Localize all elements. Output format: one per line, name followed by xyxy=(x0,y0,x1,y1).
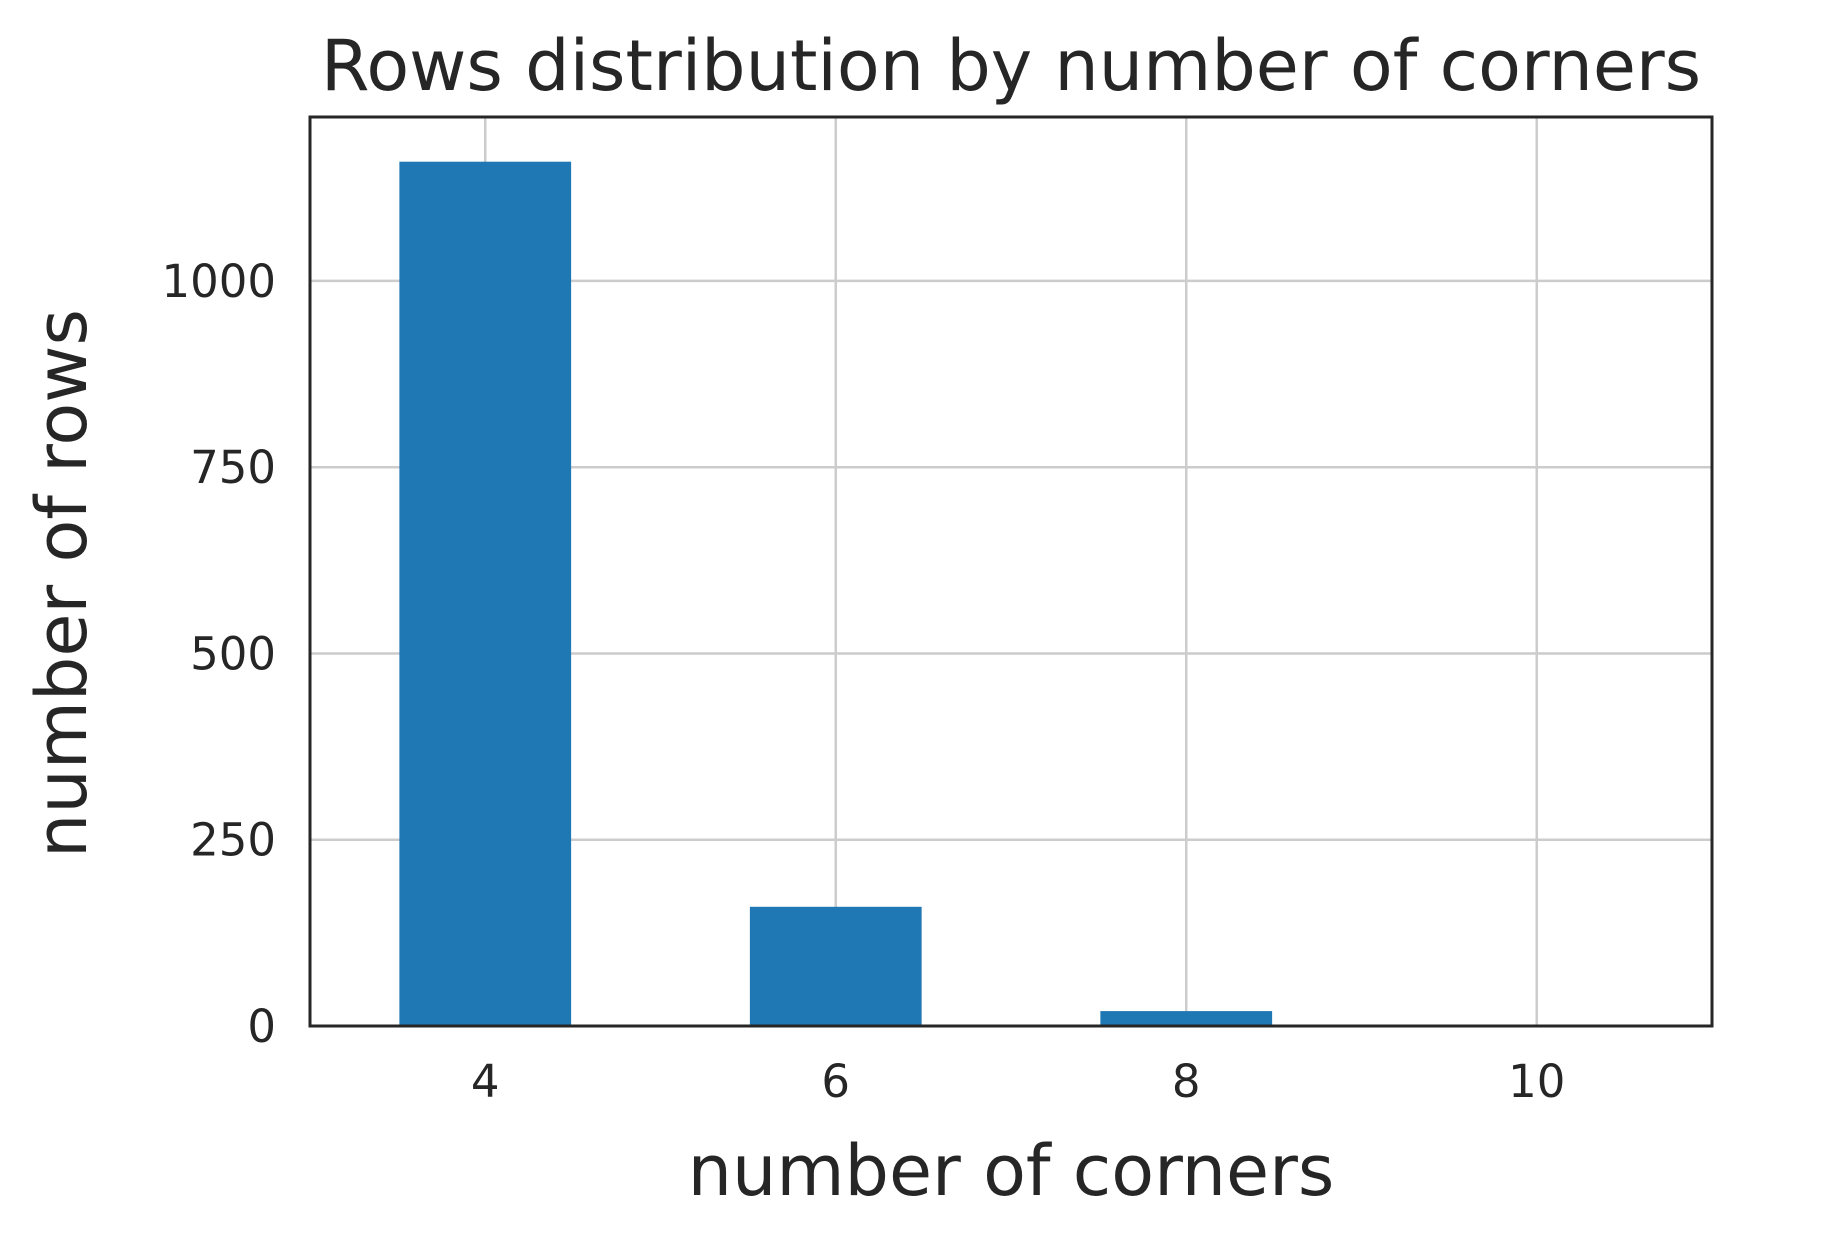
y-tick-label: 500 xyxy=(190,627,276,680)
y-tick-labels: 0 250 500 750 1000 xyxy=(161,255,276,1053)
bar-8 xyxy=(1100,1011,1273,1026)
x-tick-labels: 4 6 8 10 xyxy=(471,1055,1565,1108)
y-tick-label: 0 xyxy=(247,1000,276,1053)
x-tick-label: 8 xyxy=(1172,1055,1201,1108)
y-tick-label: 250 xyxy=(190,814,276,867)
bar-4 xyxy=(399,161,572,1026)
bars xyxy=(399,161,1273,1026)
y-axis-title: number of rows xyxy=(21,309,103,858)
plot-frame xyxy=(308,115,1714,1028)
x-tick-label: 4 xyxy=(471,1055,500,1108)
bar-6 xyxy=(749,906,922,1026)
y-tick-label: 750 xyxy=(190,441,276,494)
chart-title: Rows distribution by number of corners xyxy=(321,25,1701,107)
y-tick-label: 1000 xyxy=(161,255,276,308)
x-tick-label: 10 xyxy=(1508,1055,1565,1108)
x-tick-label: 6 xyxy=(821,1055,850,1108)
x-axis-title: number of corners xyxy=(688,1130,1335,1212)
